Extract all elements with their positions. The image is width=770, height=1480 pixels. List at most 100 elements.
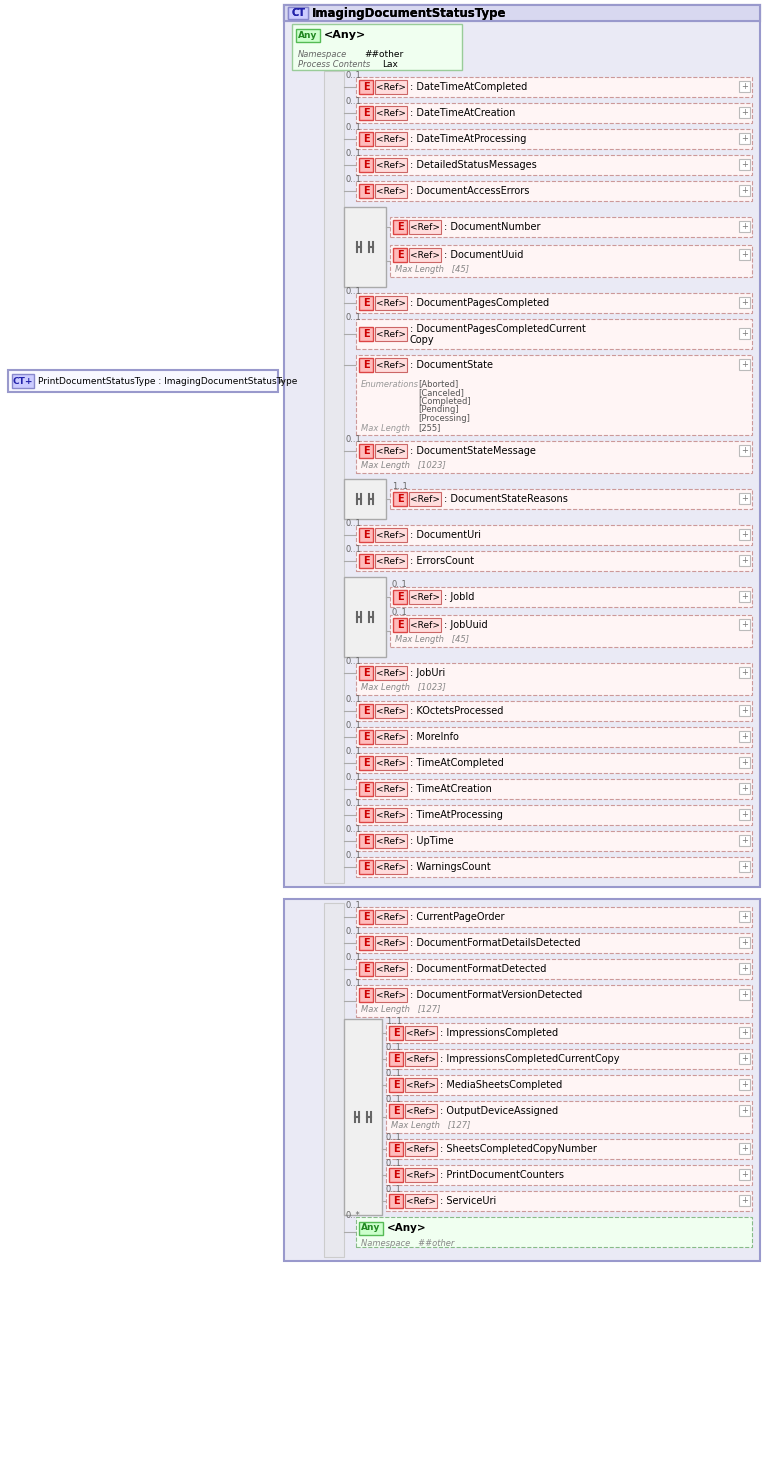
Text: <Any>: <Any> — [324, 30, 367, 40]
Bar — [356, 441, 752, 474]
Bar — [359, 444, 373, 457]
Bar — [356, 778, 752, 799]
Bar — [375, 184, 407, 198]
Bar — [375, 444, 407, 457]
Text: [Aborted]: [Aborted] — [418, 379, 458, 389]
Text: +: + — [741, 1054, 748, 1063]
Text: [Completed]: [Completed] — [418, 397, 470, 406]
Bar — [356, 104, 752, 123]
Bar — [359, 184, 373, 198]
Text: : DocumentStateReasons: : DocumentStateReasons — [444, 494, 568, 505]
Text: <Ref>: <Ref> — [376, 784, 406, 793]
Text: : OutputDeviceAssigned: : OutputDeviceAssigned — [440, 1106, 558, 1116]
Bar — [739, 1194, 750, 1206]
Bar — [739, 1027, 750, 1037]
Text: +: + — [741, 1144, 748, 1153]
Bar — [409, 249, 441, 262]
Bar — [390, 616, 752, 647]
Text: : ServiceUri: : ServiceUri — [440, 1196, 496, 1206]
Bar — [739, 756, 750, 768]
Text: : DetailedStatusMessages: : DetailedStatusMessages — [410, 160, 537, 170]
Text: <Ref>: <Ref> — [376, 759, 406, 768]
Text: +: + — [741, 530, 748, 539]
Text: Max Length   [127]: Max Length [127] — [391, 1120, 470, 1129]
Bar — [359, 528, 373, 542]
Bar — [356, 830, 752, 851]
Bar — [405, 1168, 437, 1183]
Text: : DocumentAccessErrors: : DocumentAccessErrors — [410, 186, 530, 195]
Text: : UpTime: : UpTime — [410, 836, 454, 847]
Text: <Ref>: <Ref> — [406, 1171, 436, 1180]
Text: +: + — [741, 912, 748, 921]
Bar — [393, 249, 407, 262]
Bar — [739, 185, 750, 195]
Text: [Canceled]: [Canceled] — [418, 388, 464, 397]
Text: [Processing]: [Processing] — [418, 413, 470, 422]
Text: 0..1: 0..1 — [346, 721, 362, 730]
Text: E: E — [363, 963, 370, 974]
Text: E: E — [363, 360, 370, 370]
Text: +: + — [741, 667, 748, 676]
Bar — [389, 1104, 403, 1117]
Text: <Ref>: <Ref> — [376, 361, 406, 370]
Bar — [739, 963, 750, 974]
Bar — [356, 155, 752, 175]
Bar — [356, 129, 752, 149]
Text: <Ref>: <Ref> — [376, 733, 406, 741]
Bar — [324, 71, 344, 884]
Bar — [739, 133, 750, 144]
Bar — [375, 756, 407, 770]
Bar — [356, 355, 752, 435]
Text: E: E — [393, 1171, 400, 1180]
Bar — [344, 480, 386, 519]
Text: +: + — [741, 160, 748, 169]
Text: CT+: CT+ — [13, 376, 33, 385]
Text: 0..1: 0..1 — [346, 435, 362, 444]
Text: 0..1: 0..1 — [346, 694, 362, 703]
Bar — [739, 731, 750, 741]
Text: +: + — [741, 733, 748, 741]
Text: +: + — [741, 810, 748, 818]
Text: E: E — [397, 592, 403, 602]
Bar — [356, 1217, 752, 1248]
Bar — [405, 1077, 437, 1092]
Bar — [739, 1143, 750, 1154]
Text: E: E — [363, 912, 370, 922]
Bar — [356, 293, 752, 312]
Bar — [739, 445, 750, 456]
Text: E: E — [363, 810, 370, 820]
Text: <Ref>: <Ref> — [376, 160, 406, 170]
Bar — [389, 1026, 403, 1040]
Text: 0..1: 0..1 — [346, 312, 362, 321]
Bar — [393, 591, 407, 604]
Bar — [739, 360, 750, 370]
Text: 0..1: 0..1 — [386, 1069, 402, 1077]
Text: +: + — [741, 1196, 748, 1205]
Text: 0..1: 0..1 — [346, 900, 362, 910]
Bar — [375, 808, 407, 821]
Text: : DateTimeAtCreation: : DateTimeAtCreation — [410, 108, 515, 118]
Bar — [389, 1077, 403, 1092]
Bar — [359, 756, 373, 770]
Bar — [375, 860, 407, 875]
Text: Namespace   ##other: Namespace ##other — [361, 1240, 454, 1249]
Text: : PrintDocumentCounters: : PrintDocumentCounters — [440, 1171, 564, 1180]
Text: +: + — [741, 556, 748, 565]
Bar — [386, 1191, 752, 1211]
Text: : JobId: : JobId — [444, 592, 474, 602]
Text: E: E — [393, 1106, 400, 1116]
Bar — [12, 374, 34, 388]
Bar — [739, 989, 750, 1000]
Text: +: + — [741, 222, 748, 231]
Text: E: E — [363, 938, 370, 949]
Bar — [284, 898, 760, 1261]
Bar — [359, 327, 373, 340]
Text: E: E — [363, 329, 370, 339]
Text: ImagingDocumentStatusType: ImagingDocumentStatusType — [312, 6, 507, 19]
Bar — [393, 221, 407, 234]
Text: ##other: ##other — [364, 49, 403, 59]
Text: [Pending]: [Pending] — [418, 406, 459, 414]
Text: 0..1: 0..1 — [346, 746, 362, 755]
Bar — [359, 860, 373, 875]
Text: E: E — [363, 861, 370, 872]
